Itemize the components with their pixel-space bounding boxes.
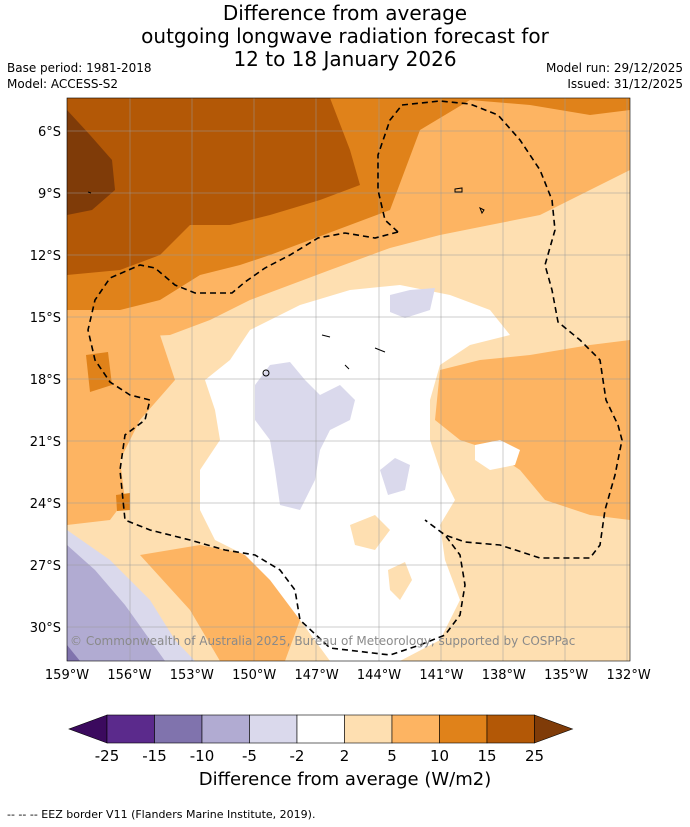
colorbar-tick-label: -10 [190,747,215,765]
colorbar-min-arrow [68,714,108,744]
colorbar-swatch [344,714,393,744]
band-5-10-south [140,545,300,661]
anomaly-field [67,98,630,661]
colorbar-swatch [296,714,345,744]
band-minus-10-15 [67,645,80,661]
longitude-labels: 159°W 156°W 153°W 150°W 147°W 144°W 141°W 138°W… [45,668,651,683]
colorbar-tick-label: 5 [387,747,397,765]
band-minus-2-5-c [380,458,410,495]
band-near-zero-east [475,440,520,470]
colorbar-swatch [391,714,440,744]
latitude-labels: 6°S 9°S 12°S 15°S 18°S 21°S 24°S 27°S 30°S [30,125,61,636]
title-line-1: Difference from average [222,1,468,25]
issued-date: Issued: 31/12/2025 [567,77,683,91]
band-15-25 [67,98,360,275]
colorbar-tick-label: 15 [477,747,496,765]
gridlines [67,98,630,661]
lon-label: 132°W [607,668,651,683]
colorbar-tick-label: 25 [525,747,544,765]
model-run: Model run: 29/12/2025 [545,61,683,75]
band-minus-2-5-b [390,288,435,318]
colorbar-label: Difference from average (W/m2) [198,769,492,790]
model-name: Model: ACCESS-S2 [7,77,119,91]
lon-label: 138°W [482,668,526,683]
colorbar-swatch [106,714,155,744]
band-minus-5-10 [67,545,165,661]
lat-label: 12°S [30,249,61,264]
colorbar-tick-label: -5 [242,747,257,765]
eez-footnote: -- -- -- EEZ border V11 (Flanders Marine… [7,808,316,821]
band-2-5-patch-1 [350,515,390,550]
eez-french-polynesia [401,100,623,559]
lat-label: 9°S [38,187,61,202]
islands [87,187,485,377]
meta-left: Base period: 1981-2018 Model: ACCESS-S2 [7,60,152,92]
colorbar-swatch [249,714,298,744]
lon-label: 147°W [295,668,339,683]
lat-label: 6°S [38,125,61,140]
lon-label: 135°W [544,668,588,683]
chart-title: Difference from average outgoing longwav… [0,2,690,71]
lat-label: 21°S [30,435,61,450]
colorbar-max-arrow [534,714,574,744]
colorbar-swatch [486,714,535,744]
colorbar-ticks: -25 -15 -10 -5 -2 2 5 10 15 25 [95,747,544,765]
lon-label: 141°W [419,668,463,683]
band-10-15-spot-2 [116,493,130,511]
eez-borders [87,100,623,656]
lat-label: 24°S [30,497,61,512]
colorbar-tick-label: -2 [290,747,305,765]
band-10-15-spot-1 [86,352,112,392]
colorbar-swatch [439,714,488,744]
band-5-10-east [435,340,630,520]
colorbar-tick-label: -15 [142,747,167,765]
band-over-25 [67,110,115,215]
band-minus-2-5 [255,362,355,510]
colorbar-swatch [201,714,250,744]
lon-label: 153°W [170,668,214,683]
colorbar [68,714,574,744]
base-period: Base period: 1981-2018 [7,61,152,75]
lat-label: 18°S [30,373,61,388]
lat-label: 27°S [30,559,61,574]
plot-frame [66,97,631,662]
meta-right: Model run: 29/12/2025 Issued: 31/12/2025 [546,60,683,92]
lat-label: 15°S [30,311,61,326]
lon-label: 150°W [232,668,276,683]
lon-label: 144°W [357,668,401,683]
copyright-notice: © Commonwealth of Australia 2025, Bureau… [70,634,576,648]
colorbar-tick-label: 10 [430,747,449,765]
lon-label: 156°W [107,668,151,683]
lon-label: 159°W [45,668,89,683]
colorbar-tick-label: -25 [95,747,120,765]
colorbar-tick-label: 2 [340,747,350,765]
title-line-2: outgoing longwave radiation forecast for [141,24,549,48]
eez-inner-arc [377,104,403,233]
colorbar-swatch [154,714,203,744]
title-line-3: 12 to 18 January 2026 [233,47,457,71]
band-2-5-patch-2 [388,562,412,600]
lat-label: 30°S [30,621,61,636]
